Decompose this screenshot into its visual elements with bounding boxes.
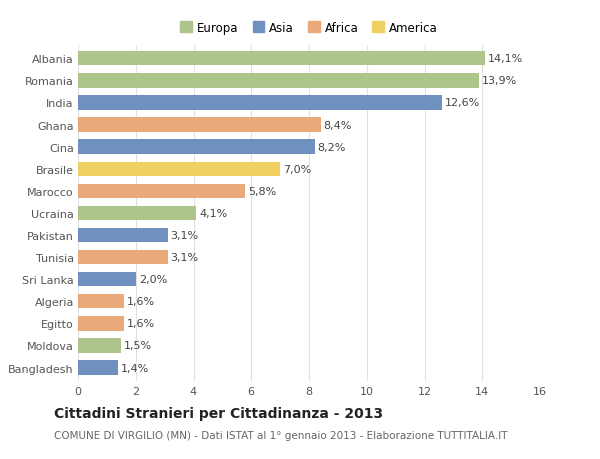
Text: 3,1%: 3,1%	[170, 230, 199, 241]
Bar	[78, 96, 442, 110]
Text: 1,6%: 1,6%	[127, 319, 155, 329]
Bar	[78, 339, 121, 353]
Text: 13,9%: 13,9%	[482, 76, 517, 86]
Text: 1,5%: 1,5%	[124, 341, 152, 351]
Text: 1,6%: 1,6%	[127, 297, 155, 307]
Bar	[78, 140, 315, 155]
Text: 5,8%: 5,8%	[248, 186, 277, 196]
Bar	[78, 250, 167, 265]
Legend: Europa, Asia, Africa, America: Europa, Asia, Africa, America	[181, 22, 437, 34]
Text: 7,0%: 7,0%	[283, 164, 311, 174]
Bar	[78, 74, 479, 88]
Text: 12,6%: 12,6%	[445, 98, 480, 108]
Text: Cittadini Stranieri per Cittadinanza - 2013: Cittadini Stranieri per Cittadinanza - 2…	[54, 406, 383, 420]
Bar	[78, 162, 280, 177]
Bar	[78, 184, 245, 199]
Bar	[78, 52, 485, 66]
Bar	[78, 294, 124, 309]
Bar	[78, 317, 124, 331]
Text: COMUNE DI VIRGILIO (MN) - Dati ISTAT al 1° gennaio 2013 - Elaborazione TUTTITALI: COMUNE DI VIRGILIO (MN) - Dati ISTAT al …	[54, 431, 508, 441]
Bar	[78, 118, 320, 133]
Text: 8,2%: 8,2%	[317, 142, 346, 152]
Text: 4,1%: 4,1%	[199, 208, 227, 218]
Text: 14,1%: 14,1%	[488, 54, 523, 64]
Bar	[78, 228, 167, 243]
Bar	[78, 272, 136, 287]
Text: 8,4%: 8,4%	[323, 120, 352, 130]
Text: 1,4%: 1,4%	[121, 363, 149, 373]
Text: 3,1%: 3,1%	[170, 252, 199, 263]
Bar	[78, 206, 196, 221]
Text: 2,0%: 2,0%	[139, 274, 167, 285]
Bar	[78, 361, 118, 375]
